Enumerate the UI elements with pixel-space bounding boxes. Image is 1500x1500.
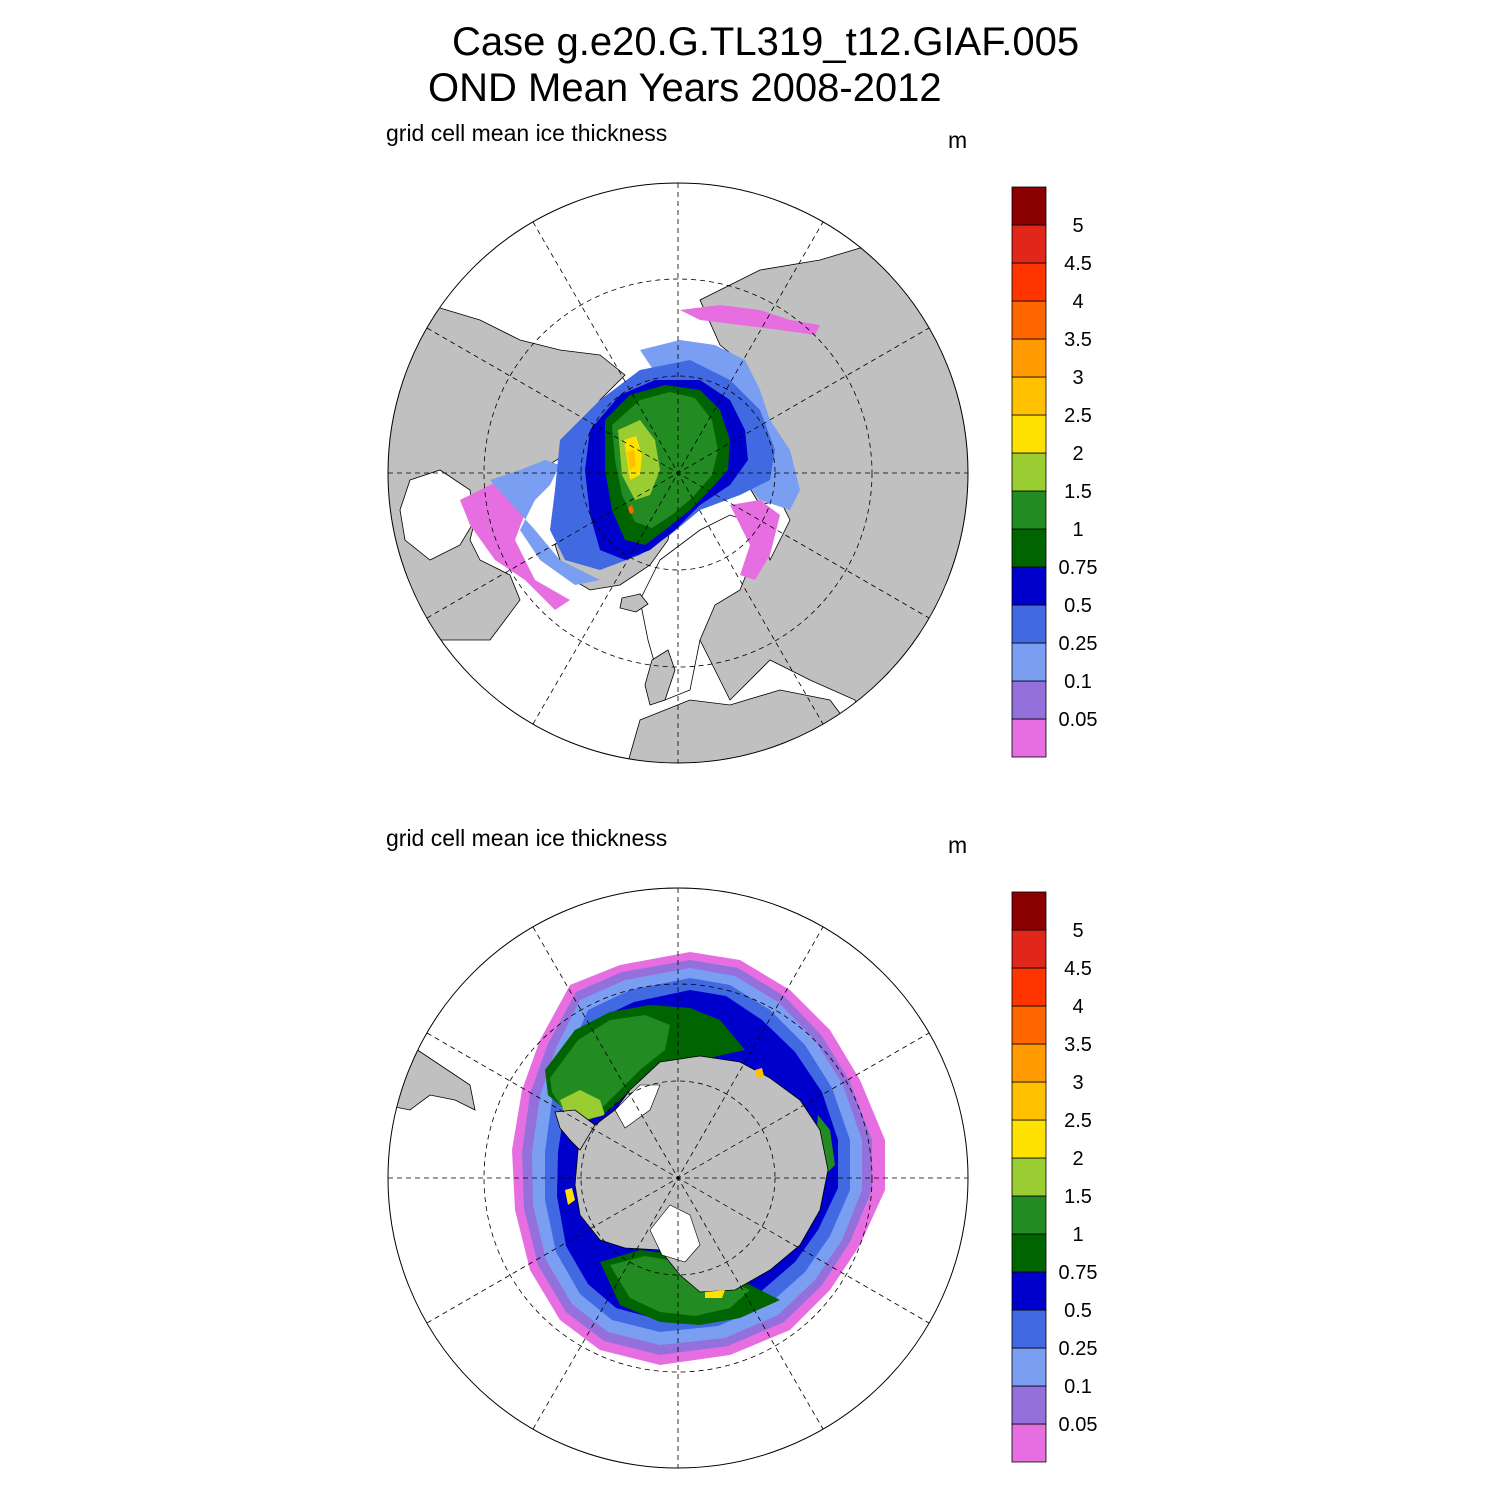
figure-title-line2: OND Mean Years 2008-2012 — [428, 66, 942, 110]
ocean-norwegian-sea — [639, 514, 761, 701]
south-panel-variable-label: grid cell mean ice thickness — [386, 825, 668, 851]
south-colorbar-tick-label: 0.25 — [1059, 1338, 1098, 1360]
north-colorbar-tick-label: 3.5 — [1064, 329, 1092, 351]
south-colorbar-tick-label: 1.5 — [1064, 1186, 1092, 1208]
south-colorbar-box — [1011, 1157, 1047, 1197]
north-colorbar-box — [1011, 718, 1047, 758]
land-iceland — [619, 593, 649, 613]
south-colorbar-box — [1011, 1005, 1047, 1045]
north-colorbar-box — [1011, 452, 1047, 492]
south-colorbar-tick-label: 0.5 — [1064, 1300, 1092, 1322]
north-colorbar-tick-label: 1.5 — [1064, 481, 1092, 503]
south-graticule — [388, 888, 968, 1468]
north-colorbar: 0.05 0.1 0.25 0.5 0.75 1 1.5 2 2.5 3 3.5 4 4.5 5 — [1011, 186, 1098, 758]
south-colorbar-tick-label: 0.1 — [1064, 1376, 1092, 1398]
north-polar-map — [387, 182, 969, 764]
south-colorbar-tick-label: 3.5 — [1064, 1034, 1092, 1056]
north-colorbar-box — [1011, 224, 1047, 264]
land-british-isles — [644, 649, 676, 706]
north-colorbar-tick-label: 0.75 — [1059, 557, 1098, 579]
south-colorbar-tick-label: 3 — [1072, 1072, 1083, 1094]
south-colorbar-tick-label: 0.05 — [1059, 1414, 1098, 1436]
figure-title-line1: Case g.e20.G.TL319_t12.GIAF.005 — [452, 20, 1080, 64]
north-colorbar-box — [1011, 490, 1047, 530]
north-colorbar-box — [1011, 642, 1047, 682]
north-colorbar-tick-label: 0.5 — [1064, 595, 1092, 617]
south-colorbar-box — [1011, 1385, 1047, 1425]
north-colorbar-box — [1011, 604, 1047, 644]
south-colorbar-tick-label: 4 — [1072, 996, 1083, 1018]
north-map-border — [387, 182, 969, 764]
north-colorbar-box — [1011, 528, 1047, 568]
north-colorbar-tick-label: 3 — [1072, 367, 1083, 389]
north-colorbar-box — [1011, 566, 1047, 606]
south-map-border — [387, 887, 969, 1469]
north-colorbar-tick-label: 5 — [1072, 215, 1083, 237]
north-colorbar-tick-label: 0.25 — [1059, 633, 1098, 655]
south-colorbar-box — [1011, 891, 1047, 931]
south-map-layers — [388, 952, 885, 1365]
north-graticule — [388, 183, 968, 763]
north-colorbar-box — [1011, 414, 1047, 454]
north-colorbar-tick-label: 0.1 — [1064, 671, 1092, 693]
south-colorbar-box — [1011, 1271, 1047, 1311]
south-colorbar-tick-label: 2 — [1072, 1148, 1083, 1170]
north-map-layers — [388, 229, 968, 763]
south-sea-ice — [512, 952, 885, 1365]
north-colorbar-box — [1011, 262, 1047, 302]
north-sea-ice — [460, 305, 820, 610]
south-colorbar-box — [1011, 1119, 1047, 1159]
south-colorbar-box — [1011, 1043, 1047, 1083]
south-polar-map — [387, 887, 969, 1469]
south-colorbar-box — [1011, 929, 1047, 969]
north-panel-variable-label: grid cell mean ice thickness — [386, 120, 668, 146]
north-panel-units: m — [948, 127, 968, 153]
south-colorbar-tick-label: 4.5 — [1064, 958, 1092, 980]
south-colorbar-tick-label: 2.5 — [1064, 1110, 1092, 1132]
south-colorbar-box — [1011, 1195, 1047, 1235]
north-colorbar-tick-label: 4 — [1072, 291, 1083, 313]
south-colorbar-box — [1011, 1347, 1047, 1387]
south-colorbar-box — [1011, 1309, 1047, 1349]
north-colorbar-box — [1011, 376, 1047, 416]
south-colorbar-tick-label: 1 — [1072, 1224, 1083, 1246]
south-colorbar-box — [1011, 1081, 1047, 1121]
south-colorbar-tick-label: 0.75 — [1059, 1262, 1098, 1284]
north-colorbar-tick-label: 2 — [1072, 443, 1083, 465]
north-colorbar-tick-label: 4.5 — [1064, 253, 1092, 275]
land-europe — [619, 689, 881, 763]
north-colorbar-tick-label: 2.5 — [1064, 405, 1092, 427]
south-colorbar: 0.05 0.1 0.25 0.5 0.75 1 1.5 2 2.5 3 3.5 4 4.5 5 — [1011, 891, 1098, 1463]
south-colorbar-box — [1011, 1423, 1047, 1463]
north-colorbar-box — [1011, 680, 1047, 720]
ocean-hudson-bay — [399, 469, 476, 561]
north-colorbar-box — [1011, 186, 1047, 226]
south-panel-units: m — [948, 832, 968, 858]
north-colorbar-box — [1011, 300, 1047, 340]
north-colorbar-tick-label: 1 — [1072, 519, 1083, 541]
north-colorbar-box — [1011, 338, 1047, 378]
south-colorbar-tick-label: 5 — [1072, 920, 1083, 942]
land-antarctic-peninsula — [554, 1109, 596, 1151]
south-colorbar-box — [1011, 967, 1047, 1007]
south-colorbar-box — [1011, 1233, 1047, 1273]
north-colorbar-tick-label: 0.05 — [1059, 709, 1098, 731]
